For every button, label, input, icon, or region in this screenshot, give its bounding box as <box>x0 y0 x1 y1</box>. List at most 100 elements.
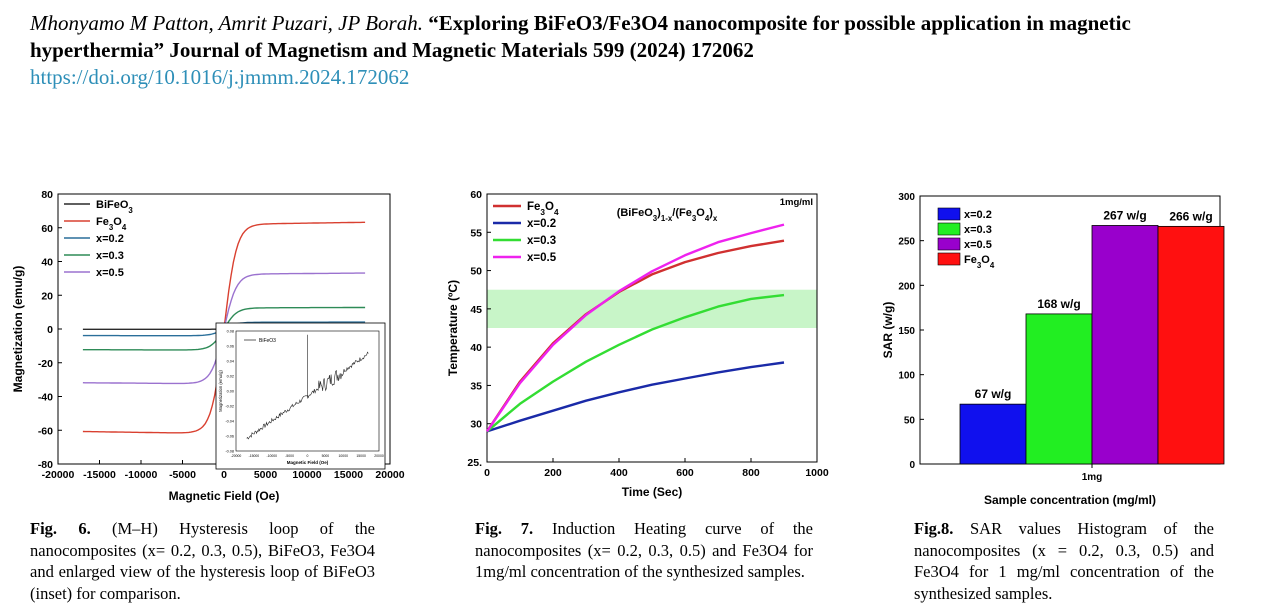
inset-y-tick-label: 0.04 <box>227 360 234 364</box>
x-axis-label: Time (Sec) <box>622 485 682 499</box>
y-tick-label: -60 <box>38 425 53 437</box>
y-tick-label: 300 <box>898 192 915 203</box>
inset-y-tick-label: 0.06 <box>227 345 234 349</box>
x-tick-label: -5000 <box>169 469 196 481</box>
legend-label-x=0.5: x=0.5 <box>527 252 557 264</box>
y-tick-label: 50 <box>904 415 916 426</box>
highlight-band <box>487 289 817 328</box>
reference-citation: Mhonyamo M Patton, Amrit Puzari, JP Bora… <box>30 10 1250 91</box>
legend-label-x=0.5: x=0.5 <box>96 267 124 279</box>
x-axis-label: Magnetic Field (Oe) <box>169 489 280 503</box>
bar-x=0.2 <box>959 403 1027 465</box>
reference-doi-link[interactable]: https://doi.org/10.1016/j.jmmm.2024.1720… <box>30 65 410 89</box>
reference-authors: Mhonyamo M Patton, Amrit Puzari, JP Bora… <box>30 11 423 35</box>
inset-y-tick-label: -0.04 <box>225 420 234 424</box>
x-category-label: 1mg <box>1082 472 1103 483</box>
legend-swatch-Fe3O4 <box>937 252 961 266</box>
y-axis-label: Magnetization (emu/g) <box>11 266 25 393</box>
inset-x-tick-label: 0 <box>307 454 309 458</box>
y-tick-label: 45 <box>470 304 482 316</box>
y-tick-label: -80 <box>38 459 53 471</box>
series-line-x=0.3 <box>486 293 785 433</box>
inset-x-tick-label: -20000 <box>231 454 242 458</box>
x-tick-label: 200 <box>544 467 562 479</box>
y-tick-label: 30 <box>470 419 482 431</box>
figure-7-text: Induction Heating curve of the nanocompo… <box>475 519 814 581</box>
y-tick-label: 25. <box>467 457 482 469</box>
bar-value-label: 266 w/g <box>1169 209 1212 223</box>
x-tick-label: 5000 <box>254 469 278 481</box>
inset-x-tick-label: 20000 <box>374 454 384 458</box>
y-tick-label: -20 <box>38 358 53 370</box>
inset-x-tick-label: 15000 <box>356 454 366 458</box>
x-tick-label: 20000 <box>375 469 404 481</box>
x-tick-label: -20000 <box>42 469 75 481</box>
figure-7-caption: Fig. 7. Induction Heating curve of the n… <box>475 518 813 583</box>
x-tick-label: 1000 <box>805 467 829 479</box>
legend-swatch-x=0.5 <box>937 237 961 251</box>
y-tick-label: 0 <box>909 460 915 471</box>
legend-label-x=0.2: x=0.2 <box>527 218 556 230</box>
inset-x-tick-label: 10000 <box>339 454 349 458</box>
figure-8-label: Fig.8. <box>914 519 954 538</box>
legend-label-Fe3O4: Fe3O4 <box>964 254 995 270</box>
chart-title: (BiFeO3)1-x/(Fe3O4)x <box>617 207 718 223</box>
figure-8-text: SAR values Histogram of the nanocomposit… <box>914 519 1215 603</box>
inset-x-tick-label: 5000 <box>322 454 330 458</box>
inset-y-tick-label: -0.02 <box>225 405 234 409</box>
reference-title: “Exploring BiFeO3/Fe3O4 nanocomposite fo… <box>30 11 1131 62</box>
legend-label-Fe3O4: Fe3O4 <box>527 201 559 217</box>
inset-legend-label: BiFeO3 <box>259 338 276 344</box>
figure-6: -20000 -15000 -10000 -5000 0 5000 10000 15000 20… <box>8 186 405 511</box>
figure-8: 0 50 100 150 200 250 300 67 w/g 168 w/g 267 w/g 26… <box>878 186 1238 511</box>
legend-label-x=0.3: x=0.3 <box>527 235 556 247</box>
y-tick-label: 60 <box>41 223 53 235</box>
legend-label-x=0.3: x=0.3 <box>964 224 992 236</box>
figure-7-label: Fig. 7. <box>475 519 534 538</box>
bar-x=0.5 <box>1091 225 1159 465</box>
y-tick-label: 80 <box>41 189 53 201</box>
reference-journal: Journal of Magnetism and Magnetic Materi… <box>169 38 754 62</box>
y-tick-label: 150 <box>898 326 915 337</box>
y-tick-label: 60 <box>470 189 482 201</box>
x-tick-label: 400 <box>610 467 628 479</box>
y-tick-label: -40 <box>38 392 53 404</box>
x-tick-label: 600 <box>676 467 694 479</box>
y-tick-label: 50 <box>470 266 482 278</box>
y-tick-label: 0 <box>47 324 53 336</box>
bar-x=0.3 <box>1025 313 1093 465</box>
inset-y-tick-label: 0.02 <box>227 375 234 379</box>
y-tick-label: 40 <box>41 257 53 269</box>
legend-label-x=0.5: x=0.5 <box>964 239 992 251</box>
hysteresis-chart: -20000 -15000 -10000 -5000 0 5000 10000 15000 20… <box>11 189 405 503</box>
bar-value-label: 168 w/g <box>1037 297 1080 311</box>
legend-label-x=0.3: x=0.3 <box>96 250 124 262</box>
legend-label-x=0.2: x=0.2 <box>96 233 124 245</box>
figure-8-caption: Fig.8. SAR values Histogram of the nanoc… <box>914 518 1214 604</box>
heating-curve-chart: 0 200 400 600 800 1000 25. 30 35 40 45 50 55 60 Time (… <box>446 189 829 499</box>
y-axis-label: SAR (w/g) <box>881 302 895 359</box>
legend-swatch-x=0.3 <box>937 222 961 236</box>
inset-y-axis-label: Magnetization (emu/g) <box>218 370 223 412</box>
y-tick-label: 100 <box>898 371 915 382</box>
figure-6-text: (M–H) Hysteresis loop of the nanocomposi… <box>30 519 375 603</box>
x-tick-label: 10000 <box>292 469 321 481</box>
fig7-plot-frame <box>486 193 818 463</box>
x-tick-label: 0 <box>484 467 490 479</box>
series-line-x=0.2 <box>486 361 785 433</box>
sar-histogram-chart: 0 50 100 150 200 250 300 67 w/g 168 w/g 267 w/g 26… <box>881 192 1225 507</box>
y-tick-label: 40 <box>470 342 482 354</box>
figure-7: 0 200 400 600 800 1000 25. 30 35 40 45 50 55 60 Time (… <box>445 186 835 506</box>
y-tick-label: 55 <box>470 227 482 239</box>
x-tick-label: 0 <box>221 469 227 481</box>
inset-y-tick-label: -0.08 <box>225 450 234 454</box>
legend-swatch-x=0.2 <box>937 207 961 221</box>
x-tick-label: 15000 <box>334 469 363 481</box>
legend-label-x=0.2: x=0.2 <box>964 209 992 221</box>
x-axis-label: Sample concentration (mg/ml) <box>984 493 1156 507</box>
series-line-x=0.5 <box>486 223 785 433</box>
y-tick-label: 35 <box>470 380 482 392</box>
bar-value-label: 67 w/g <box>975 387 1012 401</box>
inset-box <box>215 322 386 470</box>
legend-label-Fe3O4: Fe3O4 <box>96 216 127 232</box>
